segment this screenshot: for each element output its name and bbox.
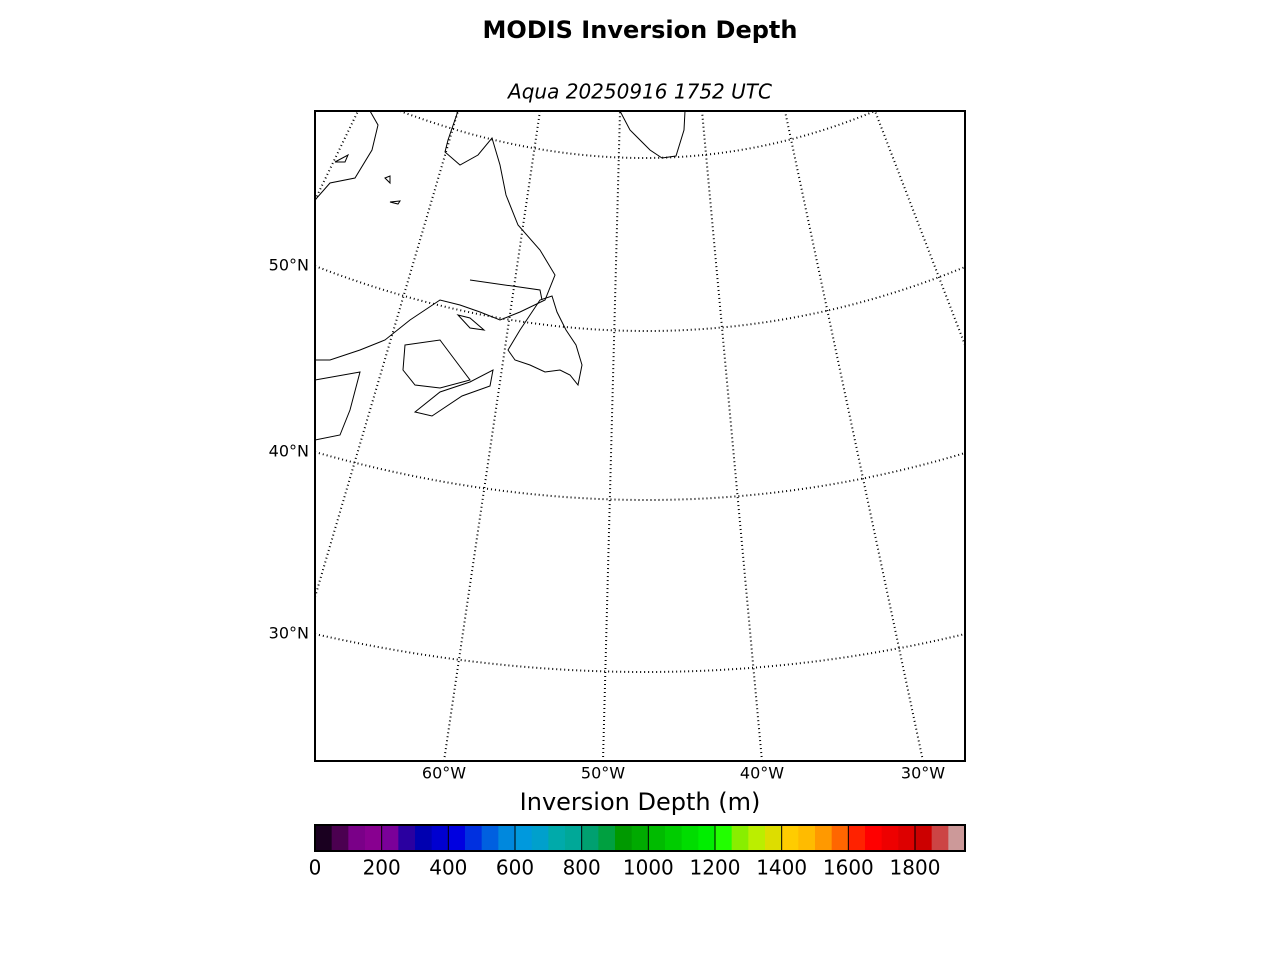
lat-label: 50°N [269, 256, 309, 275]
meridian [784, 111, 924, 761]
colorbar-segment [748, 825, 766, 851]
colorbar-segment [398, 825, 416, 851]
colorbar-segment [448, 825, 466, 851]
colorbar-tick-label: 0 [309, 856, 322, 880]
map-area [315, 111, 965, 761]
subtitle: Aqua 20250916 1752 UTC [506, 80, 772, 104]
colorbar-segment [365, 825, 383, 851]
colorbar-label: Inversion Depth (m) [520, 788, 761, 816]
parallel [315, 451, 965, 501]
lat-label: 40°N [269, 442, 309, 461]
parallel [315, 265, 965, 332]
colorbar-segment [431, 825, 449, 851]
colorbar-segment [898, 825, 916, 851]
parallel [315, 633, 965, 673]
coastline [315, 111, 379, 201]
colorbar-segment [348, 825, 366, 851]
colorbar-segment [565, 825, 583, 851]
colorbar-segment [481, 825, 499, 851]
colorbar-segment [465, 825, 483, 851]
colorbar-segment [631, 825, 649, 851]
colorbar-segment [948, 825, 966, 851]
meridian [315, 111, 459, 598]
coastline [315, 371, 361, 441]
colorbar-tick-label: 600 [496, 856, 534, 880]
coastline [315, 111, 556, 361]
colorbar-segment [881, 825, 899, 851]
coastline [507, 295, 583, 387]
colorbar-segment [498, 825, 516, 851]
coastline [413, 369, 494, 417]
colorbar-segment [581, 825, 599, 851]
colorbar-segment [648, 825, 666, 851]
colorbar-segment [615, 825, 633, 851]
colorbar-tick-label: 1400 [756, 856, 807, 880]
colorbar-segment [381, 825, 399, 851]
colorbar-segment [865, 825, 883, 851]
colorbar-segment [831, 825, 849, 851]
colorbar-segment [915, 825, 933, 851]
colorbar-segment [331, 825, 349, 851]
meridian [874, 111, 965, 346]
colorbar-tick-label: 400 [429, 856, 467, 880]
colorbar-tick-label: 1800 [890, 856, 941, 880]
parallel [399, 111, 876, 159]
meridian [443, 111, 541, 761]
meridian [602, 111, 621, 761]
colorbar-tick-label: 200 [363, 856, 401, 880]
colorbar-segment [798, 825, 816, 851]
lon-label: 40°W [740, 764, 784, 783]
colorbar-segment [731, 825, 749, 851]
lon-label: 60°W [422, 764, 466, 783]
colorbar-tick-label: 1200 [690, 856, 741, 880]
coastline [456, 314, 486, 331]
colorbar-tick-label: 800 [563, 856, 601, 880]
title: MODIS Inversion Depth [483, 16, 798, 44]
colorbar-segment [598, 825, 616, 851]
colorbar-frame [314, 824, 966, 852]
colorbar-segment [931, 825, 949, 851]
colorbar-segment [698, 825, 716, 851]
colorbar-segment [765, 825, 783, 851]
map-frame [314, 110, 966, 762]
coastline [334, 153, 402, 205]
coastline [619, 111, 686, 159]
colorbar-segment [315, 825, 333, 851]
colorbar-tick-label: 1600 [823, 856, 874, 880]
colorbar-segment [815, 825, 833, 851]
lon-label: 30°W [901, 764, 945, 783]
colorbar-segment [781, 825, 799, 851]
colorbar-segment [515, 825, 533, 851]
colorbar-segment [848, 825, 866, 851]
lon-label: 50°W [581, 764, 625, 783]
border [469, 279, 543, 301]
colorbar-segment [548, 825, 566, 851]
meridian [701, 111, 763, 761]
lat-label: 30°N [269, 624, 309, 643]
colorbar-segment [531, 825, 549, 851]
colorbar-segment [681, 825, 699, 851]
colorbar-segment [715, 825, 733, 851]
colorbar-segment [415, 825, 433, 851]
coastline [402, 339, 471, 389]
colorbar-tick-label: 1000 [623, 856, 674, 880]
meridian [315, 111, 359, 201]
colorbar-segment [665, 825, 683, 851]
